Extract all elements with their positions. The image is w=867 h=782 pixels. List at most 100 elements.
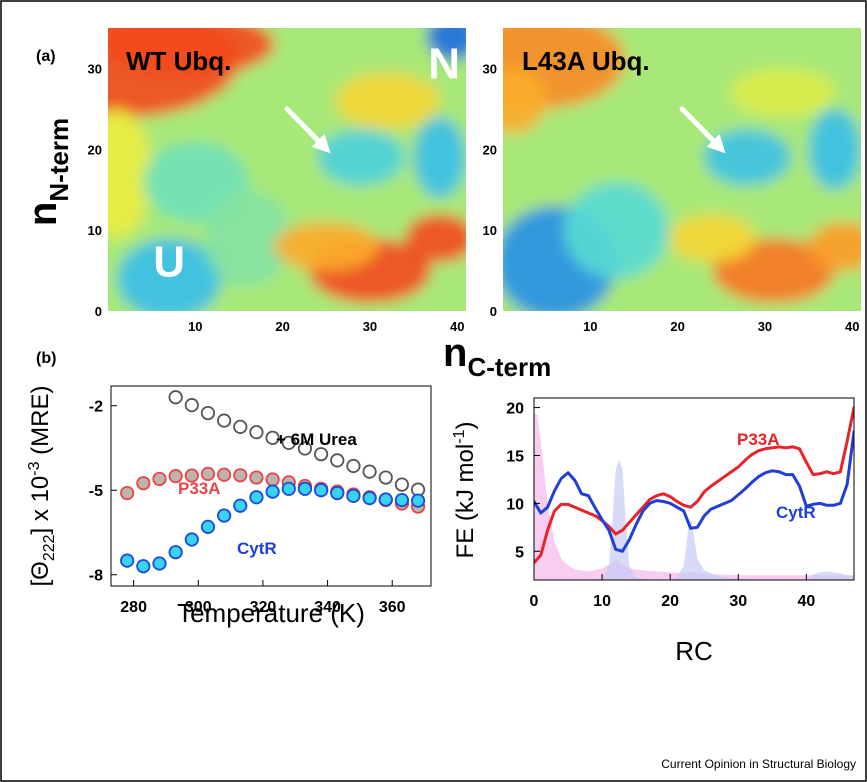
fe-x-tick-label: 20 (661, 593, 679, 610)
heatmap-wt-x-tick: 40 (450, 319, 464, 334)
cd-data-point (120, 553, 135, 568)
svg-text:nC-term: nC-term (443, 331, 551, 382)
cd-data-point (362, 491, 377, 506)
unfolded-state-label: U (153, 237, 185, 286)
cd-data-point (265, 472, 280, 487)
heatmap-l43a-field (503, 28, 861, 311)
cd-data-point (281, 481, 296, 496)
urea-series-label: + 6M Urea (276, 430, 357, 449)
fe-y-ticks: 5 10 15 20 (506, 401, 540, 561)
cd-data-point (394, 477, 410, 492)
p33a-series-label-cd: P33A (178, 479, 221, 498)
cd-data-point (136, 476, 151, 491)
y-axis-subscript: N-term (44, 118, 74, 202)
fe-lines (534, 406, 854, 565)
native-state-label: N (428, 39, 460, 88)
cd-melt-chart: -2 -5 -8 280 300 320 340 360 + 6M Urea P33A Cy… (26, 385, 432, 628)
heatmap-l43a-x-tick: 30 (758, 319, 772, 334)
cd-data-point (410, 493, 426, 508)
fe-x-tick-label: 30 (729, 593, 747, 610)
heatmap-l43a-region (808, 222, 861, 271)
heatmap-l43a-x-tick: 40 (845, 319, 859, 334)
heatmap-wt-x-tick: 30 (363, 319, 377, 334)
heatmap-wt-region (317, 129, 405, 186)
heatmap-l43a-x-tick: 10 (583, 319, 597, 334)
heatmap-wt-y-ticks: 0 10 20 30 (88, 61, 102, 319)
cytr-series-label-cd: CytR (237, 539, 277, 558)
fe-y-tick-label: 15 (506, 448, 524, 465)
cd-data-point (152, 471, 167, 487)
svg-text:[Θ222] x 10-3 (MRE): [Θ222] x 10-3 (MRE) (26, 386, 58, 587)
fe-x-ticks: 0 10 20 30 40 (530, 574, 815, 610)
heatmap-wt-region (273, 222, 379, 271)
fe-x-tick-label: 0 (530, 593, 539, 610)
heatmap-l43a-y-tick: 10 (483, 223, 497, 238)
fe-x-tick-label: 10 (593, 593, 611, 610)
cd-data-point (200, 466, 216, 481)
heatmap-l43a-arrow-shaft (679, 106, 716, 143)
cd-x-tick-label: 320 (250, 599, 277, 616)
heatmap-wt-field (108, 28, 466, 311)
fe-y-tick-label: 10 (506, 496, 524, 513)
cd-data-point (346, 458, 361, 474)
cd-data-point (152, 556, 167, 571)
cd-data-point (314, 483, 329, 498)
cd-data-point (233, 468, 248, 483)
heatmap-l43a-region (668, 213, 757, 263)
heatmap-wt-region (108, 28, 274, 77)
fe-y-axis-label: FE (kJ mol-1) (451, 422, 479, 559)
cd-data-point (184, 468, 199, 483)
heatmap-wt-x-tick: 20 (275, 319, 289, 334)
cd-data-point (314, 447, 329, 462)
heatmap-wt-arrow (284, 106, 331, 154)
cd-data-point (233, 419, 248, 434)
cytr-series-label-fe: CytR (776, 503, 816, 522)
cd-data-point (249, 490, 264, 505)
svg-text:nN-term: nN-term (21, 118, 74, 226)
cd-y-ticks: -2 -5 -8 (89, 399, 117, 585)
cd-x-tick-label: 300 (185, 599, 212, 616)
cd-data-point (265, 484, 280, 499)
cd-data-point (297, 481, 313, 496)
heatmap-l43a-y-tick: 20 (483, 142, 497, 157)
cd-data-point (297, 441, 313, 456)
heatmap-l43a-y-tick: 0 (490, 304, 497, 319)
heatmap-wt-region (108, 108, 152, 239)
cd-data-point (168, 390, 183, 405)
heatmap-l43a-y-tick: 30 (483, 61, 497, 76)
heatmap-l43a-region (503, 68, 547, 134)
heatmap-wt-arrow-head (311, 134, 331, 154)
heatmap-l43a-region (564, 181, 669, 279)
cd-y-tick-label: -5 (89, 483, 103, 500)
cd-data-point (217, 413, 232, 428)
heatmap-l43a-x-tick: 20 (670, 319, 684, 334)
heatmap-wt-region (116, 238, 222, 311)
heatmap-x-axis-label: nC-term (443, 331, 551, 382)
cd-y-tick-label: -8 (89, 568, 103, 585)
cd-data-point (200, 519, 216, 534)
cd-points (120, 390, 426, 574)
heatmap-wt-region (413, 116, 466, 198)
heatmap-l43a-x-ticks: 10 20 30 40 (583, 319, 859, 334)
heatmap-l43a-arrow (679, 106, 726, 154)
heatmap-l43a-region (808, 108, 861, 190)
cd-data-point (136, 559, 151, 574)
heatmap-l43a-title: L43A Ubq. (522, 46, 650, 76)
cd-y-tick-label: -2 (89, 399, 103, 416)
cd-data-point (233, 498, 248, 513)
cd-data-point (330, 453, 345, 468)
heatmap-wt-arrow-shaft (284, 106, 321, 143)
heatmap-wt: 0 10 20 30 10 20 30 40 WT Ubq. N U (88, 28, 466, 334)
panel-a-label: (a) (36, 48, 56, 65)
heatmap-wt-region (426, 28, 466, 61)
heatmap-wt-y-tick: 30 (88, 61, 102, 76)
heatmap-wt-x-tick: 10 (188, 319, 202, 334)
cd-data-point (184, 398, 199, 413)
cd-x-tick-label: 340 (314, 599, 341, 616)
cd-data-point (168, 545, 183, 560)
p33a-series-label-fe: P33A (737, 430, 780, 449)
cd-x-tick-label: 360 (379, 599, 406, 616)
fe-x-axis-label: RC (675, 636, 713, 666)
